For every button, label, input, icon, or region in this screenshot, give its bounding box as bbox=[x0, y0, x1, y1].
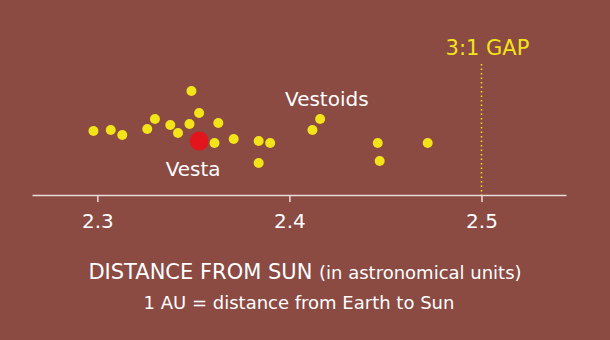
series-label: Vestoids bbox=[285, 87, 369, 111]
vestoid-point bbox=[423, 138, 433, 148]
x-axis-line bbox=[33, 195, 567, 197]
x-tick-label: 2.4 bbox=[274, 209, 306, 233]
vestoid-point bbox=[88, 126, 98, 136]
vestoid-point bbox=[173, 128, 183, 138]
x-tick-mark bbox=[289, 195, 291, 202]
vestoid-point bbox=[373, 138, 383, 148]
x-tick-label: 2.5 bbox=[466, 209, 498, 233]
vestoid-point bbox=[150, 114, 160, 124]
x-tick: 2.4 bbox=[274, 195, 306, 233]
x-tick-mark bbox=[97, 195, 99, 202]
vestoid-point bbox=[307, 125, 317, 135]
vestoid-point bbox=[375, 156, 385, 166]
points bbox=[88, 86, 432, 168]
vestoid-point bbox=[165, 120, 175, 130]
x-tick: 2.3 bbox=[82, 195, 114, 233]
vestoid-point bbox=[106, 125, 116, 135]
x-tick-label: 2.3 bbox=[82, 209, 114, 233]
vestoid-point bbox=[142, 124, 152, 134]
vestoid-point bbox=[315, 114, 325, 124]
background bbox=[0, 0, 610, 340]
vestoid-point bbox=[117, 130, 127, 140]
vestoid-point bbox=[254, 158, 264, 168]
gap-label: 3:1 GAP bbox=[446, 36, 530, 60]
vestoid-point bbox=[209, 138, 219, 148]
series-label: Vesta bbox=[166, 157, 221, 181]
vestoid-point bbox=[254, 136, 264, 146]
x-tick: 2.5 bbox=[466, 195, 498, 233]
x-axis-title: DISTANCE FROM SUN (in astronomical units… bbox=[88, 260, 521, 284]
vestoid-point bbox=[185, 119, 195, 129]
vestoid-point bbox=[194, 108, 204, 118]
vestoid-point bbox=[229, 134, 239, 144]
x-tick-mark bbox=[481, 195, 483, 202]
x-axis: 2.3 2.4 2.5 bbox=[33, 195, 567, 233]
vestoid-point bbox=[213, 118, 223, 128]
vesta-point bbox=[190, 132, 209, 151]
note: 1 AU = distance from Earth to Sun bbox=[144, 292, 455, 313]
gap-line bbox=[481, 64, 483, 195]
vestoid-point bbox=[265, 138, 275, 148]
chart: 2.3 2.4 2.5 3:1 GAP Vestoids Vesta DISTANCE FR… bbox=[0, 0, 610, 340]
vestoid-point bbox=[186, 86, 196, 96]
